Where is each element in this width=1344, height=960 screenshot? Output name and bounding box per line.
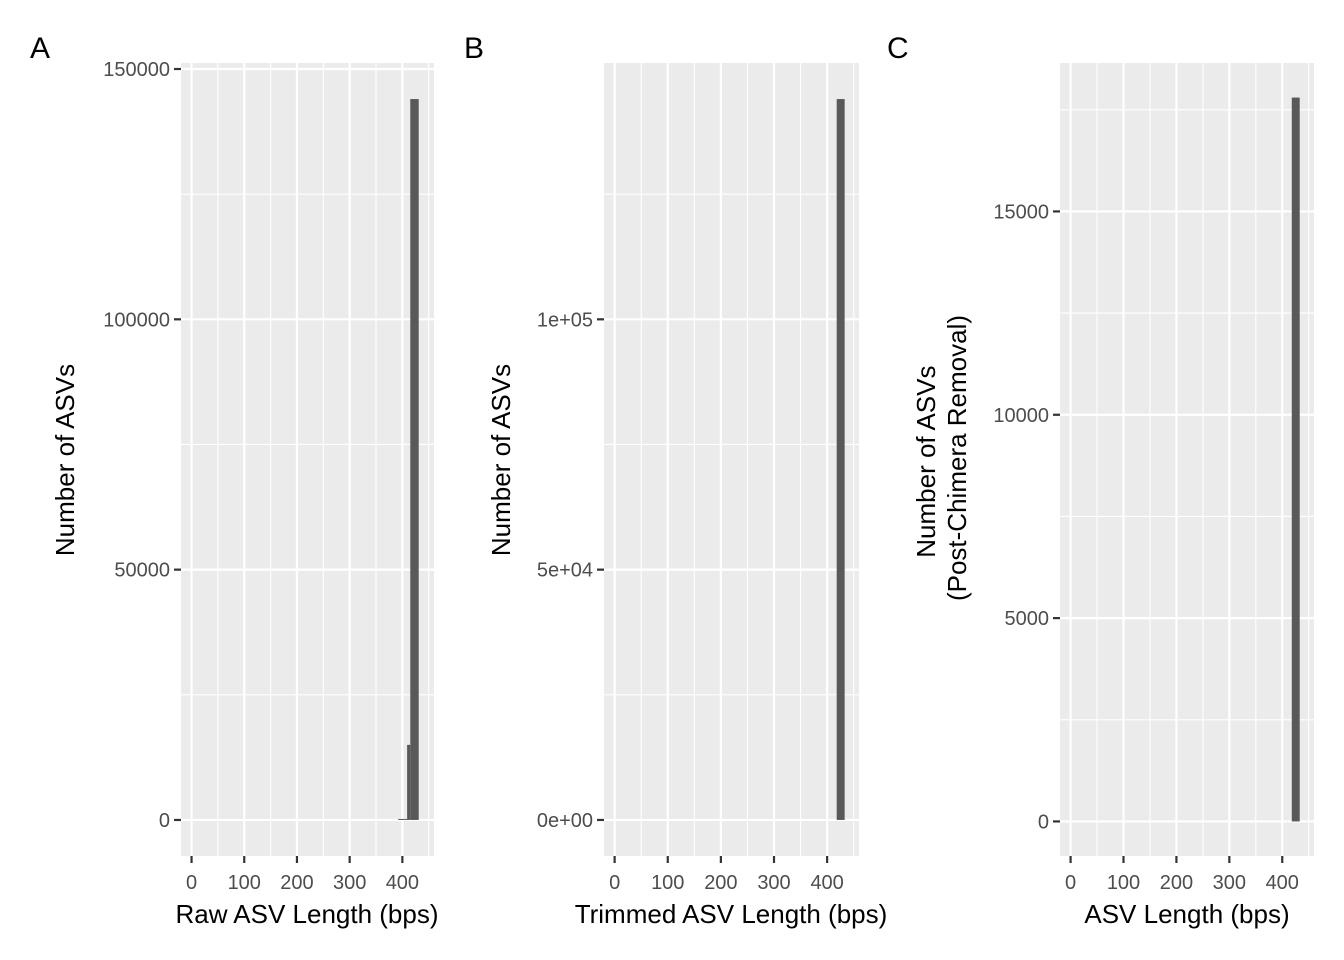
panel-a: A 0 50000 100000 150000 0 100 200 300 400 Raw A… — [30, 32, 439, 929]
x-axis: 0 100 200 300 400 — [609, 856, 844, 894]
bars — [836, 99, 845, 820]
x-tick-label: 400 — [1266, 872, 1299, 894]
y-tick-label: 0 — [1038, 811, 1049, 833]
y-tick-label: 150000 — [103, 59, 170, 81]
x-axis-title: Trimmed ASV Length (bps) — [575, 899, 888, 929]
grid — [1060, 63, 1314, 856]
histogram-bar — [836, 99, 845, 820]
x-tick-label: 300 — [333, 872, 366, 894]
x-tick-label: 300 — [757, 872, 790, 894]
panel-b: B 0e+00 5e+04 1e+05 0 100 200 300 400 Trimmed … — [464, 32, 887, 929]
x-tick-label: 400 — [810, 872, 843, 894]
grid — [604, 63, 859, 856]
histogram-bar — [1291, 97, 1300, 822]
y-tick-label: 100000 — [103, 309, 170, 331]
x-tick-label: 400 — [386, 872, 419, 894]
histogram-bar — [407, 744, 411, 820]
x-tick-label: 0 — [1065, 872, 1076, 894]
y-tick-label: 1e+05 — [537, 309, 593, 331]
y-tick-label: 15000 — [993, 201, 1049, 223]
y-axis-title: Number of ASVs — [486, 364, 516, 556]
x-tick-label: 100 — [228, 872, 261, 894]
panel-letter: A — [30, 32, 50, 65]
y-tick-label: 5e+04 — [537, 560, 593, 582]
grid — [181, 63, 434, 856]
histogram-bar — [398, 818, 408, 820]
y-axis: 0 5000 10000 15000 — [993, 201, 1060, 833]
y-axis: 0e+00 5e+04 1e+05 — [537, 309, 604, 832]
x-tick-label: 0 — [186, 872, 197, 894]
y-axis: 0 50000 100000 150000 — [103, 59, 181, 832]
y-axis-title-line-2: (Post-Chimera Removal) — [942, 315, 972, 601]
bars — [1291, 97, 1300, 822]
y-axis-title: Number of ASVs (Post-Chimera Removal) — [911, 315, 972, 601]
y-tick-label: 0 — [159, 810, 170, 832]
x-axis: 0 100 200 300 400 — [1065, 856, 1299, 894]
x-tick-label: 200 — [704, 872, 737, 894]
y-tick-label: 50000 — [114, 560, 170, 582]
x-axis-title: Raw ASV Length (bps) — [175, 899, 438, 929]
x-tick-label: 300 — [1213, 872, 1246, 894]
panel-letter: B — [464, 32, 484, 65]
x-tick-label: 100 — [1107, 872, 1140, 894]
x-tick-label: 200 — [1160, 872, 1193, 894]
panel-c: C 0 5000 10000 15000 0 100 200 300 400 ASV Leng… — [887, 32, 1314, 929]
y-axis-title-line-1: Number of ASVs — [486, 364, 516, 556]
x-tick-label: 0 — [609, 872, 620, 894]
y-tick-label: 5000 — [1005, 608, 1050, 630]
plot-background — [181, 63, 434, 856]
x-axis: 0 100 200 300 400 — [186, 856, 419, 894]
y-tick-label: 0e+00 — [537, 810, 593, 832]
y-tick-label: 10000 — [993, 405, 1049, 427]
x-tick-label: 200 — [280, 872, 313, 894]
x-axis-title: ASV Length (bps) — [1084, 899, 1289, 929]
plot-background — [1060, 63, 1314, 856]
plot-background — [604, 63, 859, 856]
histogram-bar — [410, 99, 419, 820]
panel-letter: C — [887, 32, 909, 65]
y-axis-title-line-1: Number of ASVs — [50, 364, 80, 556]
x-tick-label: 100 — [651, 872, 684, 894]
y-axis-title: Number of ASVs — [50, 364, 80, 556]
bars — [398, 99, 419, 820]
y-axis-title-line-1: Number of ASVs — [911, 366, 941, 558]
